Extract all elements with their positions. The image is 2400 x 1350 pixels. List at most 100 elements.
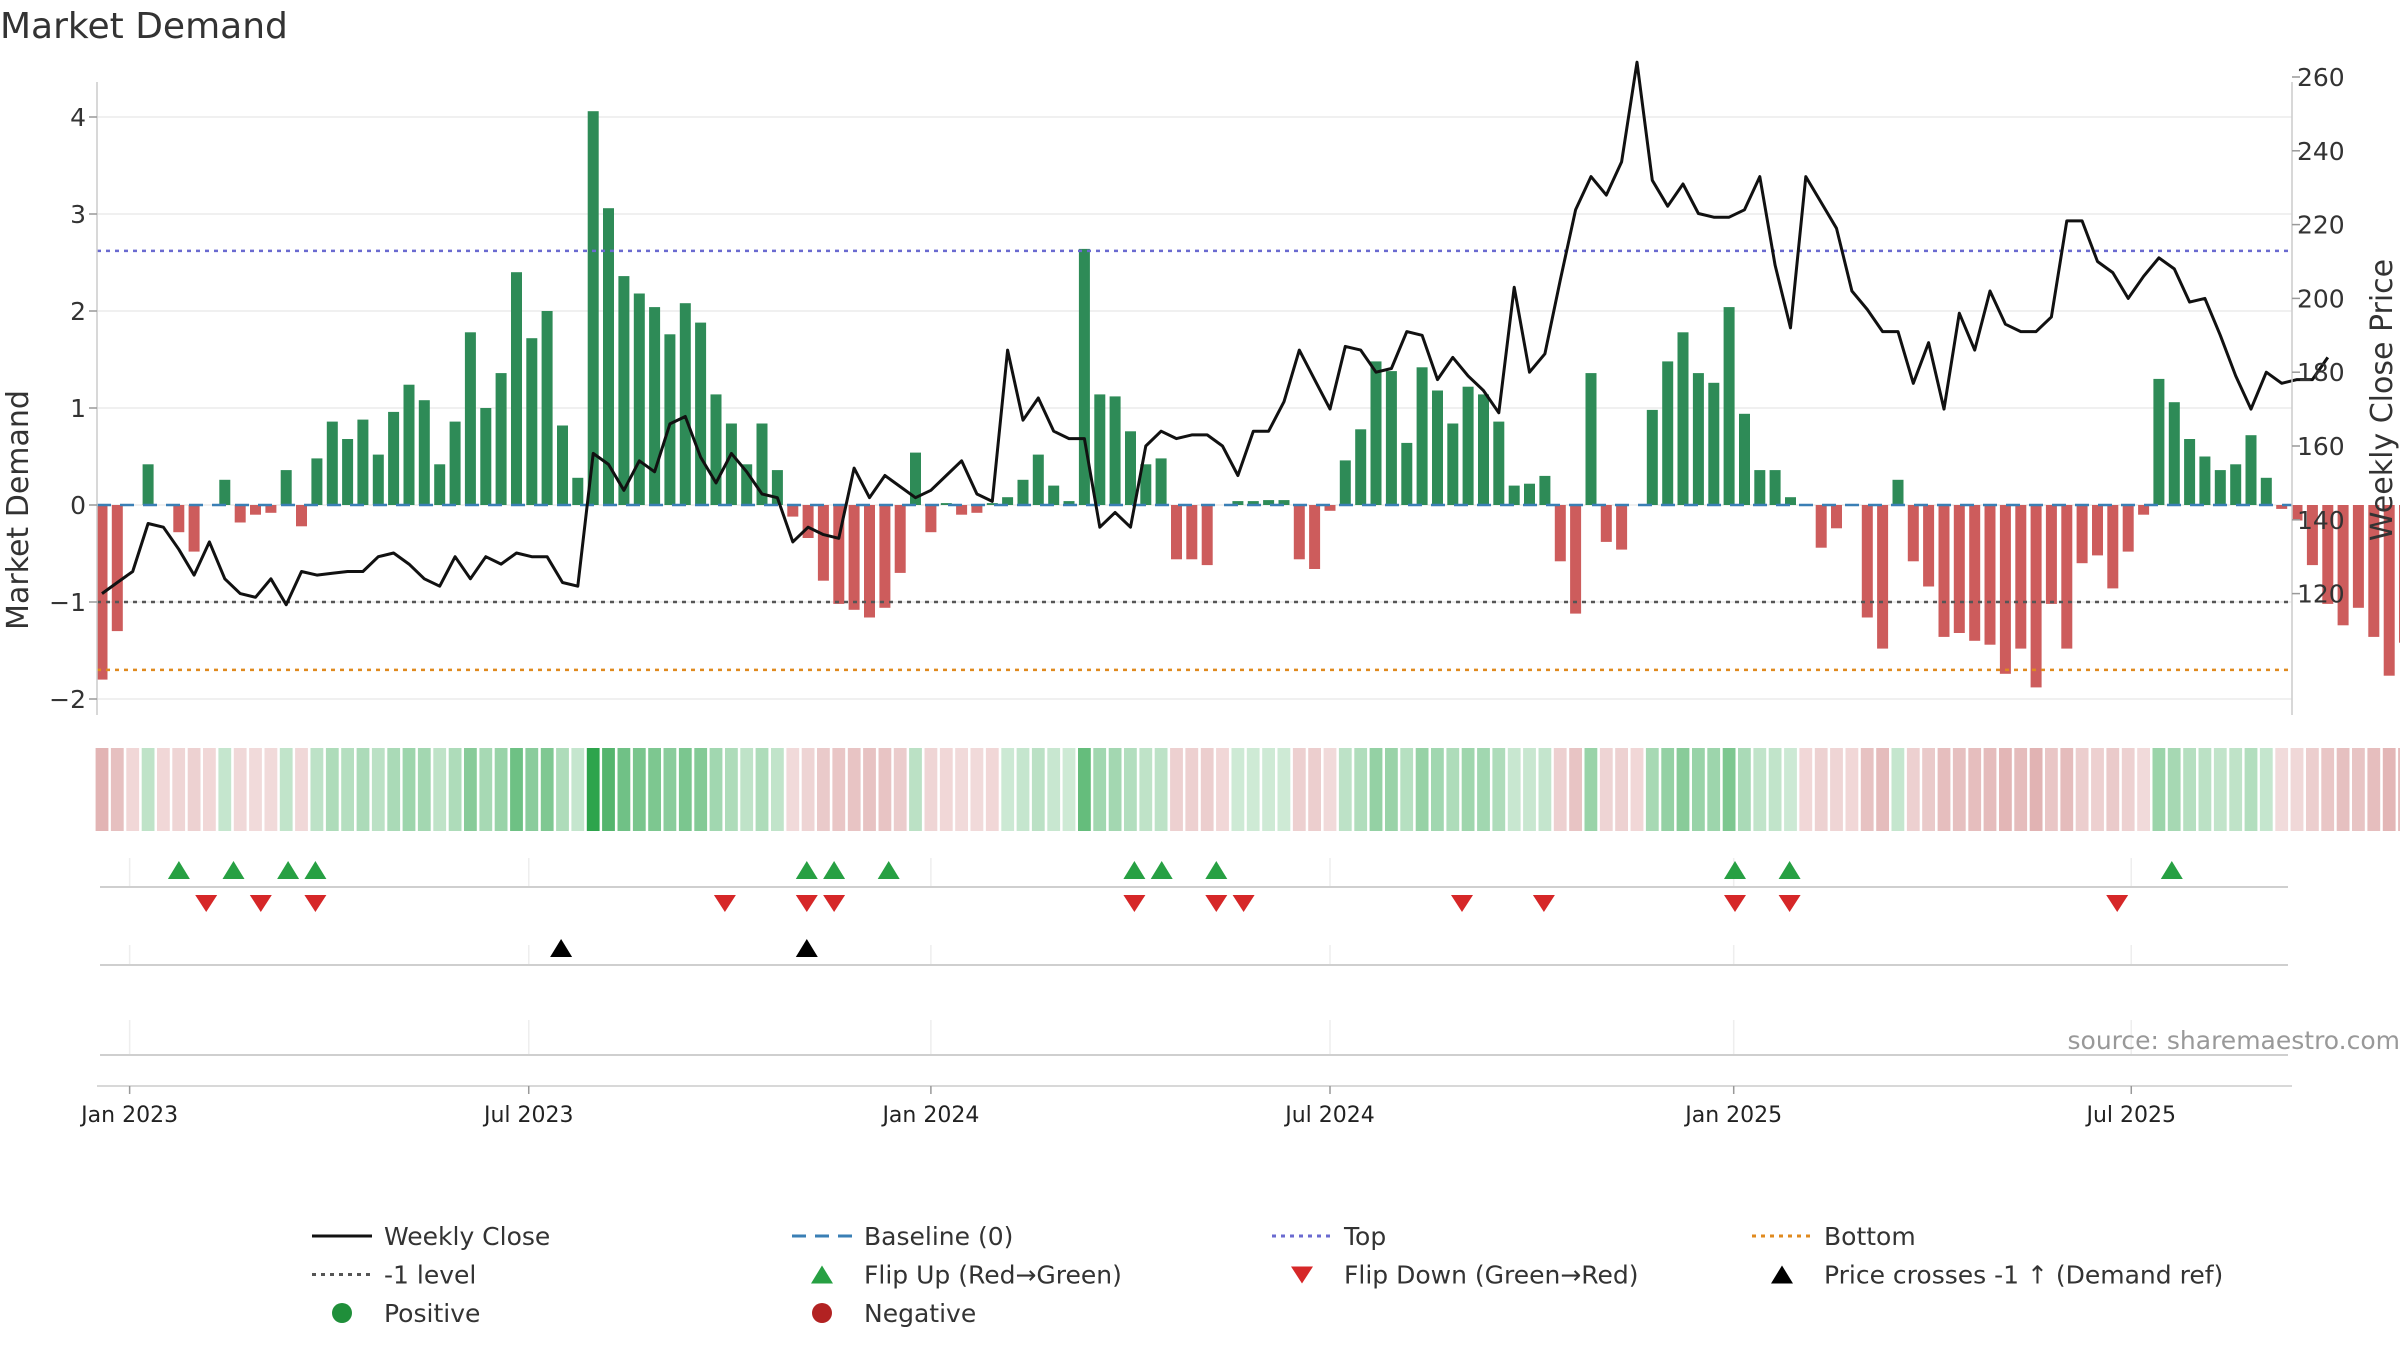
- demand-bar-101: [1646, 409, 1658, 505]
- demand-bar-16: [342, 439, 354, 505]
- demand-bar-33: [603, 208, 614, 505]
- heat-cell-66: [1108, 748, 1122, 831]
- heat-cell-103: [1676, 748, 1690, 831]
- heat-cell-58: [985, 748, 999, 831]
- heat-cell-35: [632, 748, 646, 831]
- flip-down-marker: [2106, 895, 2129, 912]
- demand-bar-17: [357, 419, 369, 505]
- heat-cell-115: [1860, 748, 1874, 831]
- demand-bar-12: [280, 470, 292, 505]
- heat-cell-62: [1047, 748, 1061, 831]
- price-cross-marker: [550, 939, 573, 957]
- flip-up-marker: [222, 861, 245, 879]
- right-tick-label: 240: [2297, 137, 2345, 166]
- demand-bar-112: [1815, 505, 1827, 548]
- demand-bar-72: [1201, 505, 1213, 566]
- heat-cell-124: [1999, 748, 2012, 831]
- flip-up-marker: [1123, 861, 1146, 879]
- heat-cell-20: [402, 748, 416, 831]
- x-tick-label: Jul 2024: [1283, 1103, 1375, 1128]
- heat-cell-45: [786, 748, 800, 831]
- demand-bar-27: [511, 272, 522, 505]
- demand-bar-13: [296, 505, 307, 527]
- demand-bar-14: [311, 458, 323, 505]
- demand-bar-62: [1048, 485, 1060, 505]
- demand-bar-23: [449, 421, 461, 505]
- demand-bar-71: [1186, 505, 1198, 560]
- demand-bar-21: [418, 400, 430, 505]
- demand-bar-132: [2122, 505, 2134, 552]
- demand-bar-25: [480, 408, 492, 505]
- heat-cell-119: [1922, 748, 1935, 831]
- heat-cell-41: [725, 748, 738, 831]
- flip-down-marker: [1532, 895, 1555, 912]
- heat-cell-73: [1216, 748, 1229, 831]
- demand-bar-65: [1094, 394, 1106, 505]
- heat-cell-135: [2167, 748, 2181, 831]
- demand-bar-6: [188, 505, 200, 552]
- heat-cell-145: [2321, 748, 2335, 831]
- heat-cell-118: [1906, 748, 1920, 831]
- demand-bar-43: [756, 423, 768, 505]
- demand-bar-140: [2245, 435, 2257, 505]
- heat-cell-105: [1707, 748, 1721, 831]
- demand-bar-50: [864, 505, 875, 618]
- demand-bar-24: [464, 332, 476, 505]
- demand-bars: [96, 111, 2400, 688]
- heat-cell-120: [1937, 748, 1951, 831]
- demand-bar-59: [1002, 497, 1014, 505]
- demand-bar-45: [787, 505, 799, 517]
- heat-cell-27: [510, 748, 523, 831]
- demand-bar-52: [894, 505, 906, 573]
- demand-bar-85: [1401, 442, 1413, 505]
- legend-swatch: [332, 1303, 352, 1323]
- flip-down-marker: [1724, 895, 1746, 912]
- heat-cell-9: [233, 748, 247, 831]
- demand-bar-146: [2337, 505, 2349, 626]
- demand-bar-3: [142, 464, 154, 505]
- heat-cell-112: [1814, 748, 1828, 831]
- flip-up-marker: [1205, 861, 1228, 879]
- heat-cell-74: [1231, 748, 1245, 831]
- x-axis-ticks: Jan 2023 Jul 2023 Jan 2024 Jul 2024 Jan 2025…: [79, 1085, 2292, 1128]
- heat-cell-28: [525, 748, 539, 831]
- demand-bar-75: [1247, 501, 1259, 505]
- heat-cell-53: [909, 748, 922, 831]
- heat-cell-16: [341, 748, 354, 831]
- x-tick-label: Jan 2025: [1683, 1103, 1782, 1128]
- heat-cell-7: [203, 748, 216, 831]
- heat-cell-94: [1538, 748, 1552, 831]
- heat-cell-84: [1385, 748, 1398, 831]
- demand-bar-39: [695, 322, 707, 505]
- heat-cell-37: [663, 748, 677, 831]
- source-text: source: sharemaestro.com: [2068, 1026, 2400, 1055]
- right-tick-label: 200: [2297, 284, 2345, 313]
- heat-cell-87: [1431, 748, 1444, 831]
- heat-cell-40: [709, 748, 723, 831]
- heat-cell-133: [2137, 748, 2150, 831]
- demand-bar-60: [1017, 479, 1029, 505]
- demand-bar-82: [1355, 429, 1367, 505]
- demand-bar-117: [1892, 479, 1904, 505]
- heat-cell-26: [494, 748, 508, 831]
- demand-bar-84: [1385, 371, 1397, 505]
- demand-bar-68: [1140, 464, 1152, 505]
- demand-bar-41: [725, 423, 737, 505]
- heat-cell-138: [2213, 748, 2227, 831]
- heat-cell-114: [1845, 748, 1859, 831]
- demand-bar-10: [250, 505, 261, 515]
- demand-bar-113: [1831, 505, 1842, 529]
- heat-cell-38: [678, 748, 692, 831]
- heat-cell-109: [1768, 748, 1782, 831]
- heat-cell-17: [356, 748, 370, 831]
- heat-cell-144: [2306, 748, 2319, 831]
- left-tick-label: 1: [70, 394, 86, 423]
- heat-cell-23: [448, 748, 462, 831]
- heat-cell-106: [1722, 748, 1736, 831]
- demand-bar-115: [1861, 505, 1873, 618]
- demand-bar-44: [771, 470, 783, 505]
- heat-cell-123: [1983, 748, 1997, 831]
- heat-cell-90: [1477, 748, 1490, 831]
- heat-cell-55: [939, 748, 953, 831]
